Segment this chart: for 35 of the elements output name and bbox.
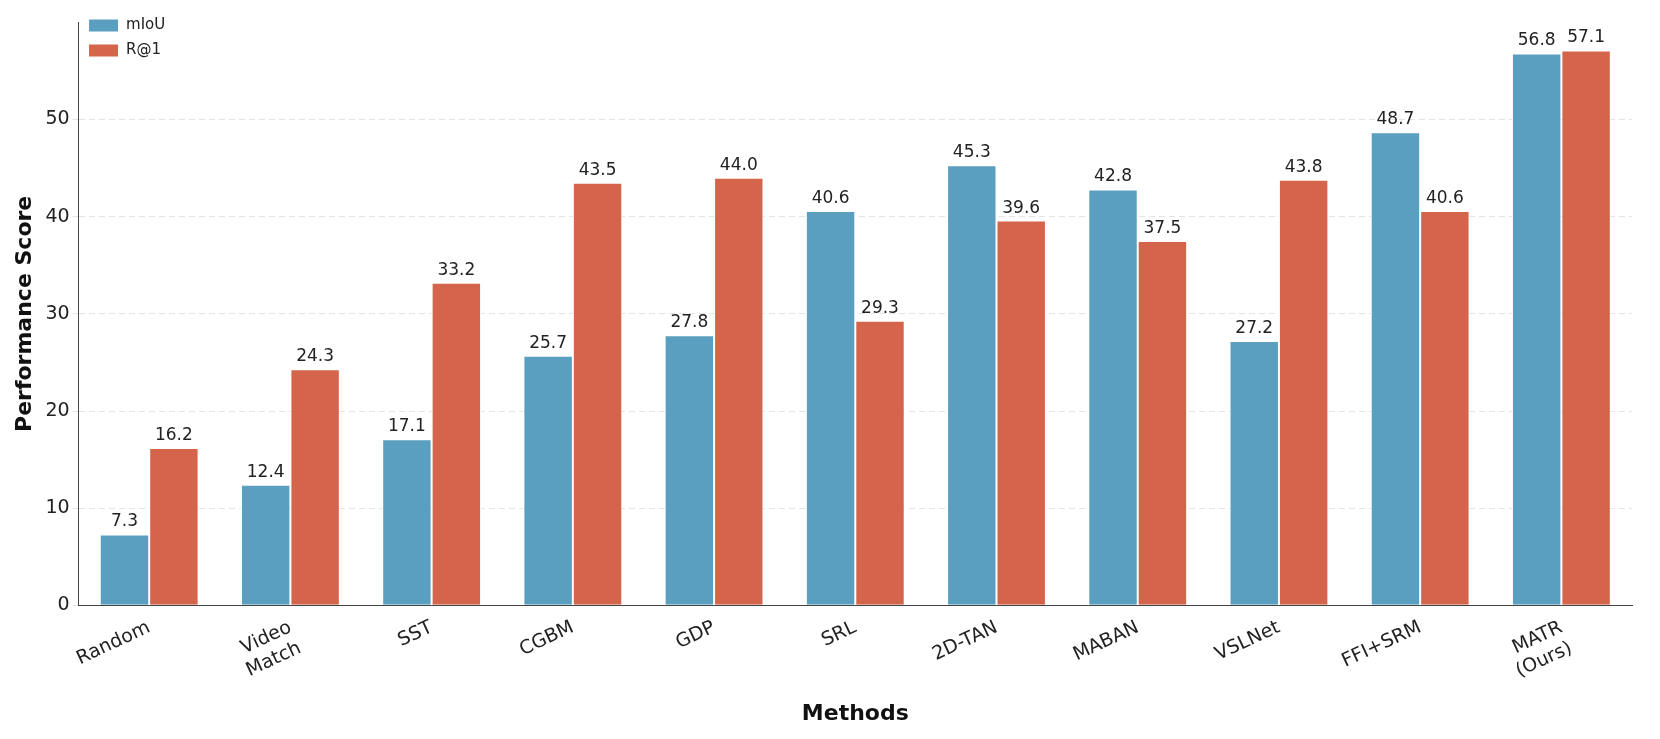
data-label: 24.3 [296, 345, 335, 366]
data-label: 7.3 [110, 510, 138, 531]
data-label: 12.4 [246, 460, 285, 481]
y-axis-title: Performance Score [10, 195, 36, 432]
data-label: 29.3 [861, 296, 899, 317]
y-tick-label: 0 [57, 592, 70, 615]
y-tick-label: 30 [45, 300, 70, 323]
y-tick-label: 20 [45, 397, 70, 420]
x-tick-label: GDP [671, 614, 718, 653]
data-label: 42.8 [1094, 165, 1132, 186]
x-tick-label: SRL [817, 614, 860, 650]
data-label: 57.1 [1567, 26, 1606, 47]
data-label: 43.8 [1284, 155, 1323, 176]
data-label: 17.1 [387, 415, 426, 436]
data-label: 27.8 [670, 311, 709, 332]
data-label: 39.6 [1002, 196, 1041, 217]
data-label: 45.3 [952, 141, 991, 162]
data-label: 43.5 [578, 158, 617, 179]
y-tick-label: 40 [45, 203, 70, 226]
data-label: 40.6 [811, 186, 850, 207]
legend-label: mIoU [126, 15, 166, 34]
y-tick-label: 10 [45, 495, 70, 518]
data-label: 27.2 [1235, 316, 1274, 337]
data-label: 48.7 [1376, 108, 1415, 129]
y-tick-label: 50 [45, 106, 70, 129]
data-label: 16.2 [154, 423, 193, 444]
data-label: 40.6 [1425, 186, 1464, 207]
data-label: 56.8 [1517, 29, 1556, 50]
x-axis-title: Methods [801, 699, 909, 725]
data-label: 33.2 [437, 258, 476, 279]
data-label: 25.7 [529, 331, 568, 352]
data-label: 44.0 [719, 153, 758, 174]
data-label: 37.5 [1143, 216, 1182, 237]
legend-label: R@1 [126, 40, 162, 59]
x-tick-label: SST [393, 614, 436, 650]
